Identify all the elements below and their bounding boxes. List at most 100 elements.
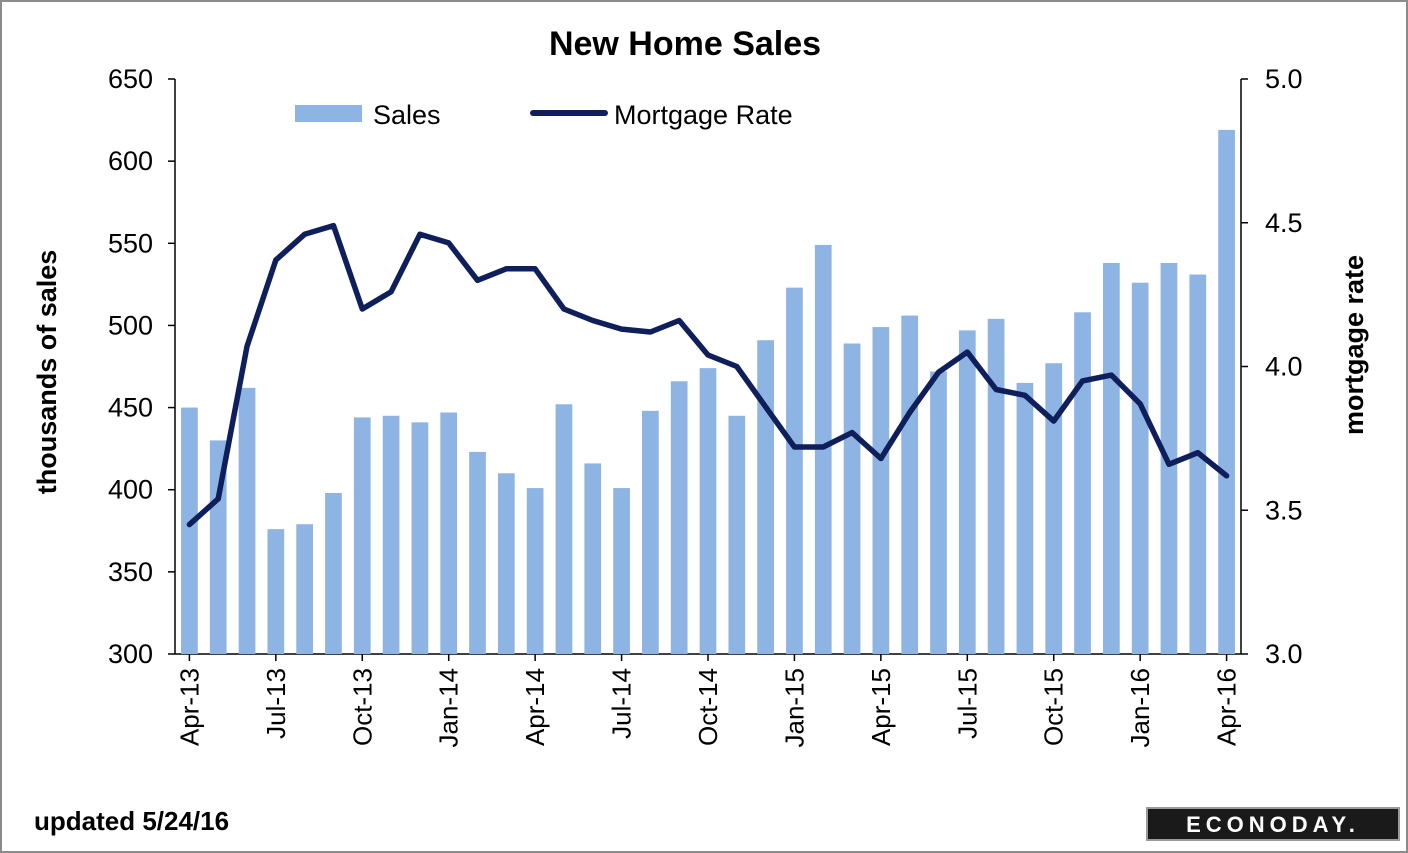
point-mortgage-rate: [215, 496, 221, 502]
bar-sales: [181, 407, 198, 654]
point-mortgage-rate: [475, 277, 481, 283]
bar-sales: [1131, 282, 1149, 654]
point-mortgage-rate: [302, 231, 308, 237]
x-tick-label: Jul-13: [261, 668, 291, 739]
x-tick-label: Apr-13: [174, 668, 204, 746]
bar-sales: [267, 529, 285, 654]
y-axis-title-left: thousands of sales: [32, 250, 62, 495]
point-mortgage-rate: [1022, 392, 1028, 398]
legend-sales-label: Sales: [373, 100, 441, 130]
y-tick-label-right: 3.0: [1265, 639, 1303, 669]
x-tick-label: Oct-14: [693, 668, 723, 746]
y-tick-label-left: 450: [108, 393, 153, 423]
x-tick-label: Jul-14: [607, 668, 637, 739]
bar-sales: [1189, 274, 1207, 654]
y-tick-label-left: 300: [108, 639, 153, 669]
bar-sales: [353, 417, 371, 654]
bar-sales: [670, 381, 688, 654]
bar-sales: [469, 451, 486, 654]
x-tick-label: Apr-15: [866, 668, 896, 746]
point-mortgage-rate: [935, 369, 941, 375]
point-mortgage-rate: [1224, 473, 1230, 479]
point-mortgage-rate: [619, 326, 625, 332]
econoday-logo-text: ECONODAY.: [1186, 812, 1360, 837]
x-tick-label: Jul-15: [952, 668, 982, 739]
point-mortgage-rate: [705, 352, 711, 358]
bar-sales: [440, 412, 458, 654]
bar-sales: [296, 524, 314, 654]
bar-sales: [1045, 363, 1063, 654]
point-mortgage-rate: [1080, 378, 1086, 384]
point-mortgage-rate: [820, 444, 826, 450]
y-tick-label-left: 550: [108, 228, 153, 258]
point-mortgage-rate: [561, 306, 567, 312]
point-mortgage-rate: [186, 522, 192, 528]
point-mortgage-rate: [964, 349, 970, 355]
point-mortgage-rate: [791, 444, 797, 450]
point-mortgage-rate: [244, 343, 250, 349]
point-mortgage-rate: [590, 318, 596, 323]
bar-sales: [843, 343, 861, 654]
point-mortgage-rate: [993, 387, 999, 392]
x-tick-label: Apr-16: [1212, 668, 1242, 746]
bar-sales: [930, 371, 947, 654]
bar-sales: [1102, 263, 1120, 654]
point-mortgage-rate: [330, 223, 336, 229]
y-tick-label-left: 350: [108, 557, 153, 587]
bar-sales: [209, 440, 227, 654]
point-mortgage-rate: [388, 289, 394, 295]
bar-sales: [497, 473, 515, 654]
x-tick-label: Jan-14: [434, 668, 464, 748]
point-mortgage-rate: [878, 456, 884, 461]
legend: Sales Mortgage Rate: [295, 100, 793, 130]
bar-sales: [642, 410, 659, 654]
x-tick-label: Apr-14: [520, 668, 550, 746]
x-tick-label: Oct-15: [1039, 668, 1069, 746]
bar-sales: [1016, 382, 1034, 654]
bar-sales: [699, 368, 717, 654]
point-mortgage-rate: [273, 257, 279, 263]
legend-mortgage-label: Mortgage Rate: [614, 100, 793, 130]
bar-sales: [238, 387, 256, 654]
point-mortgage-rate: [1051, 418, 1057, 424]
bar-sales: [958, 330, 976, 654]
point-mortgage-rate: [1166, 461, 1172, 467]
point-mortgage-rate: [359, 306, 365, 312]
y-axis-title-right: mortgage rate: [1339, 255, 1369, 435]
x-tick-label: Jan-15: [779, 668, 809, 748]
point-mortgage-rate: [417, 231, 423, 237]
point-mortgage-rate: [676, 318, 682, 323]
econoday-logo: ECONODAY.: [1146, 807, 1400, 841]
bar-sales: [584, 463, 602, 654]
y-tick-label-right: 4.5: [1265, 208, 1303, 238]
updated-note: updated 5/24/16: [34, 806, 229, 836]
point-mortgage-rate: [849, 430, 855, 436]
point-mortgage-rate: [907, 410, 913, 415]
point-mortgage-rate: [647, 329, 653, 335]
y-tick-label-right: 3.5: [1265, 495, 1303, 525]
bar-sales: [613, 488, 630, 654]
y-tick-label-left: 650: [108, 64, 153, 94]
y-tick-label-left: 500: [108, 310, 153, 340]
y-tick-label-left: 600: [108, 146, 153, 176]
econoday-logo-box: [1146, 807, 1400, 841]
point-mortgage-rate: [503, 266, 509, 272]
bar-sales: [786, 287, 803, 654]
chart-title: New Home Sales: [549, 25, 821, 63]
point-mortgage-rate: [446, 240, 452, 246]
bar-sales: [901, 315, 919, 654]
point-mortgage-rate: [763, 404, 769, 410]
point-mortgage-rate: [1137, 401, 1143, 407]
bar-sales: [411, 422, 429, 654]
ticks-layer: 650 600 550 500 450 400 350 300 5.0 4.5 4.0 3.5 3.0 A…: [108, 64, 1303, 748]
bar-sales: [526, 488, 544, 654]
bars-layer: [181, 129, 1235, 654]
legend-sales-swatch: [295, 105, 362, 122]
bar-sales: [728, 415, 746, 654]
bar-sales: [872, 327, 890, 654]
y-tick-label-left: 400: [108, 475, 153, 505]
point-mortgage-rate: [1195, 450, 1201, 456]
bar-sales: [1074, 312, 1091, 654]
bar-sales: [325, 493, 342, 654]
